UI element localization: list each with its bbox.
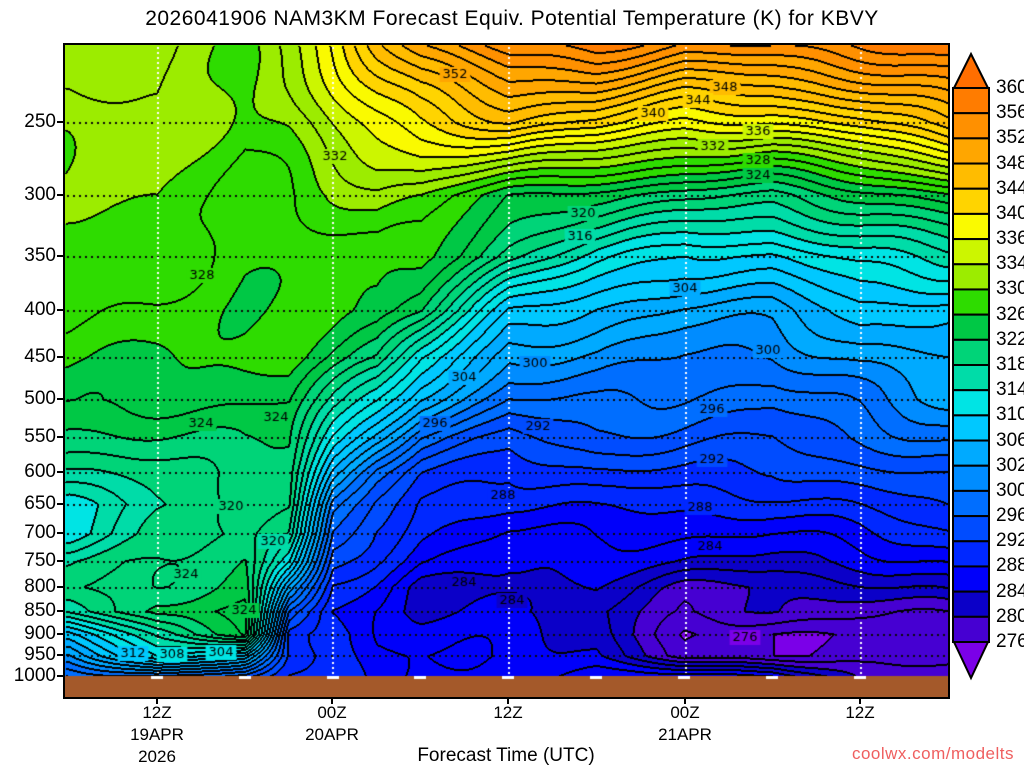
x-tick-mark (156, 697, 158, 704)
colorbar-cell (952, 212, 990, 241)
colorbar-label: 306 (996, 429, 1024, 451)
x-tick-label: 00Z 20APR (305, 703, 359, 744)
y-tick-label: 1000 (13, 664, 56, 686)
colorbar-label: 300 (996, 479, 1024, 501)
colorbar-cell (952, 162, 990, 190)
colorbar-label: 322 (996, 328, 1024, 350)
colorbar-cell (952, 338, 990, 366)
y-tick-label: 850 (24, 599, 56, 621)
colorbar-label: 302 (996, 454, 1024, 476)
chart-title: 2026041906 NAM3KM Forecast Equiv. Potent… (145, 7, 879, 30)
colorbar-cell (952, 137, 990, 165)
y-tick-label: 750 (24, 549, 56, 571)
colorbar-cell (952, 515, 990, 543)
y-tick-label: 500 (24, 387, 56, 409)
colorbar-label: 292 (996, 530, 1024, 552)
y-tick-mark (57, 397, 64, 400)
y-tick-label: 450 (24, 345, 56, 367)
colorbar-cell (952, 238, 990, 266)
colorbar-cell (952, 565, 990, 593)
x-tick-label: 12Z 19APR 2026 (130, 703, 184, 766)
y-tick-label: 250 (24, 111, 56, 132)
colorbar-cell (952, 87, 990, 115)
y-tick-mark (57, 585, 64, 588)
y-tick-mark (57, 674, 64, 677)
colorbar-label: 330 (996, 278, 1024, 300)
y-tick-label: 600 (24, 460, 56, 482)
colorbar-label: 352 (996, 127, 1024, 149)
x-tick-label: 12Z (493, 703, 523, 722)
colorbar-label: 340 (996, 202, 1024, 224)
x-tick-mark (331, 697, 333, 704)
colorbar-cell (952, 615, 990, 643)
colorbar-cell (952, 112, 990, 140)
y-tick-label: 300 (24, 183, 56, 205)
colorbar-label: 288 (996, 555, 1024, 577)
y-tick-mark (57, 436, 64, 439)
colorbar-label: 356 (996, 102, 1024, 124)
x-tick-label: 12Z (845, 703, 875, 722)
colorbar-label: 326 (996, 303, 1024, 325)
y-tick-mark (57, 121, 64, 123)
colorbar-cell (952, 464, 990, 492)
colorbar-label: 360 (996, 77, 1024, 98)
colorbar-label: 310 (996, 404, 1024, 426)
colorbar-cell (952, 540, 990, 568)
colorbar-cell (952, 187, 990, 215)
y-tick-mark (57, 470, 64, 473)
colorbar-cell (952, 288, 990, 316)
colorbar-label: 314 (996, 379, 1024, 401)
x-tick-mark (507, 697, 509, 704)
colorbar-cell (952, 364, 990, 392)
y-tick-mark (57, 502, 64, 505)
y-tick-mark (57, 632, 64, 635)
colorbar (952, 51, 990, 681)
y-tick-mark (57, 609, 64, 612)
y-tick-label: 400 (24, 298, 56, 320)
y-tick-label: 350 (24, 245, 56, 267)
y-tick-mark (57, 193, 64, 196)
y-tick-mark (57, 308, 64, 311)
watermark: coolwx.com/modelts (851, 744, 1014, 763)
y-tick-label: 700 (24, 522, 56, 544)
x-tick-mark (684, 697, 686, 704)
x-tick-mark (859, 697, 861, 704)
colorbar-label: 284 (996, 580, 1024, 602)
colorbar-label: 348 (996, 152, 1024, 174)
colorbar-label: 336 (996, 228, 1024, 250)
y-tick-mark (57, 532, 64, 535)
colorbar-cell (952, 389, 990, 417)
colorbar-label: 334 (996, 253, 1024, 275)
colorbar-label: 276 (996, 631, 1024, 652)
colorbar-cell (952, 590, 990, 618)
x-tick-label: 00Z 21APR (658, 703, 712, 744)
colorbar-label: 296 (996, 505, 1024, 527)
colorbar-cell (952, 414, 990, 442)
contour-plot-canvas (65, 45, 948, 697)
y-tick-mark (57, 355, 64, 358)
colorbar-label: 344 (996, 177, 1024, 199)
y-tick-label: 650 (24, 492, 56, 514)
y-tick-label: 550 (24, 426, 56, 448)
x-axis-title: Forecast Time (UTC) (417, 745, 595, 766)
colorbar-cell (952, 439, 990, 467)
colorbar-cell (952, 263, 990, 291)
colorbar-label: 280 (996, 605, 1024, 627)
colorbar-cell (952, 489, 990, 518)
y-tick-label: 900 (24, 622, 56, 644)
y-tick-label: 950 (24, 644, 56, 666)
y-tick-label: 800 (24, 575, 56, 597)
y-tick-mark (57, 559, 64, 562)
colorbar-label: 318 (996, 354, 1024, 375)
colorbar-cell (952, 313, 990, 341)
y-tick-mark (57, 654, 64, 657)
y-tick-mark (57, 255, 64, 258)
